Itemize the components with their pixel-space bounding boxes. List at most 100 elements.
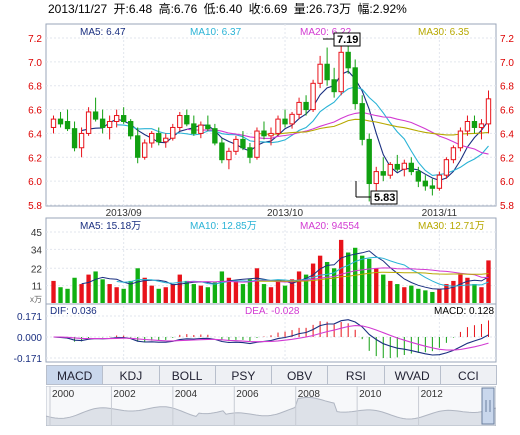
price-candle [345,43,351,74]
price-candle [128,119,134,140]
price-candle [275,115,281,136]
volume-bar [226,277,232,303]
price-candle [177,111,183,132]
price-y-tick-left: 5.8 [28,201,42,212]
volume-ma-lines [81,250,489,290]
price-ma30-label: MA30: 6.35 [418,27,470,38]
price-candle [170,123,176,141]
volume-unit-label: x万 [30,295,42,304]
volume-bar [107,284,112,303]
volume-bar [289,279,295,303]
high-marker: 7.19 [323,32,361,47]
tab-rsi[interactable]: RSI [327,365,385,385]
volume-bar [212,282,218,303]
price-ma5-label: MA5: 6.47 [80,27,126,38]
volume-bar [86,274,91,303]
price-y-tick-right: 6.0 [500,177,514,188]
price-candle [478,119,485,140]
price-y-tick-left: 7.2 [28,34,42,45]
price-candle [457,127,464,152]
volume-bar [374,268,379,303]
volume-bar [451,280,456,303]
volume-bar [163,287,168,303]
volume-bar [191,284,197,303]
tab-boll[interactable]: BOLL [158,365,216,385]
timeline-year-label: 2000 [52,389,75,400]
quote-header: 2013/11/27 开:6.48 高:6.76 低:6.40 收:6.69 量… [48,1,407,16]
price-candle [135,127,141,164]
price-y-tick-right: 7.0 [500,58,514,69]
macd-dif-label: DIF: 0.036 [50,306,97,317]
price-x-tick: 2013/10 [267,208,304,219]
volume-bar [458,274,463,303]
price-candle [219,138,225,164]
price-candle [163,133,169,148]
price-candle [310,79,316,112]
volume-bar [465,277,470,303]
volume-bar [142,277,147,303]
price-ma30-line [256,118,489,136]
timeline-year-label: 2006 [236,389,259,400]
price-y-tick-right: 6.8 [500,82,514,93]
macd-value-label: MACD: 0.128 [434,306,494,317]
volume-bar [240,284,246,303]
tab-obv[interactable]: OBV [271,365,329,385]
volume-bar [205,287,211,303]
price-candle [85,107,92,136]
indicator-tabs: MACD KDJ BOLL PSY OBV RSI WVAD CCI [46,365,497,385]
price-y-tick-right: 6.4 [500,129,514,140]
volume-bar [437,288,442,303]
price-candle [289,111,295,129]
price-candle [268,127,274,146]
low-label: 低: [204,2,219,16]
macd-y-tick: -0.171 [14,354,43,365]
volume-bar [479,287,484,303]
price-candle [120,107,127,124]
volume-bar [381,274,386,303]
timeline-year-label: 2012 [421,389,444,400]
high-value: 6.76 [174,2,198,16]
price-candle [331,67,337,98]
axis-labels: 7.2 7.2 7.0 7.0 6.8 6.8 6.6 6.6 6.4 6.4 6.2 6.2 6.0 6… [14,34,515,365]
volume-bar [444,284,449,303]
volume-bar [310,263,316,303]
price-candle [64,109,71,132]
price-candle [254,127,260,160]
tab-cci[interactable]: CCI [439,365,497,385]
volume-bar [416,288,421,303]
macd-dea-line [53,325,489,351]
price-ma10-line [116,86,489,176]
tab-wvad[interactable]: WVAD [383,365,441,385]
price-y-tick-right: 5.8 [500,201,514,212]
price-candle [156,127,162,146]
price-candle [429,178,436,196]
timeline-navigator[interactable]: 2000 2002 2004 2006 2008 2010 2012 [46,386,496,426]
volume-bar [324,261,330,303]
volume-bar [409,285,414,303]
timeline-year-label: 2010 [359,389,382,400]
timeline-year-label: 2002 [113,389,136,400]
volume-bar [177,274,182,303]
tab-kdj[interactable]: KDJ [102,365,160,385]
volume-bar [219,271,225,303]
tab-psy[interactable]: PSY [214,365,272,385]
price-candle [394,154,400,172]
change-label: 幅: [357,1,372,16]
volume-bar [100,279,105,303]
vol-ma10-label: MA10: 12.85万 [190,221,257,232]
price-candle [212,123,218,146]
volume-bar [135,268,140,303]
volume-bar [72,277,77,303]
tab-macd[interactable]: MACD [46,365,104,385]
price-candle [71,121,78,152]
price-candle [317,55,323,89]
volume-bar [247,279,253,303]
volume-bar [121,288,126,303]
price-y-tick-left: 6.6 [28,106,42,117]
price-y-tick-left: 7.0 [28,58,42,69]
change-value: 2.92% [373,2,407,16]
price-candle [443,157,450,179]
volume-ma30-line [256,271,489,282]
timeline-range-handle[interactable] [481,387,495,425]
price-candle [261,121,267,140]
